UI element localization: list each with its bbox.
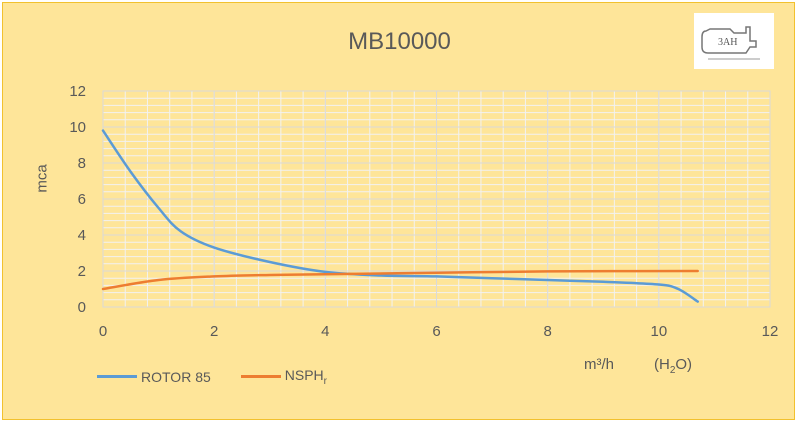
svg-text:6: 6	[432, 323, 440, 340]
svg-text:10: 10	[650, 323, 667, 340]
legend-label: NSPHr	[284, 367, 328, 387]
company-logo: 3AH	[694, 13, 774, 69]
series-line	[101, 129, 699, 303]
legend: ROTOR 85 NSPHr	[97, 367, 357, 387]
svg-text:2: 2	[210, 323, 218, 340]
legend-item-nsphr: NSPHr	[240, 367, 328, 387]
svg-text:6: 6	[78, 191, 86, 208]
x-axis-unit: m³/h	[584, 356, 614, 373]
svg-text:8: 8	[543, 323, 551, 340]
svg-text:8: 8	[78, 155, 86, 172]
svg-text:2: 2	[78, 263, 86, 280]
pump-logo-icon: 3AH	[701, 26, 760, 60]
svg-text:4: 4	[321, 323, 329, 340]
svg-text:12: 12	[69, 83, 86, 100]
legend-item-rotor85: ROTOR 85	[97, 369, 211, 385]
svg-text:10: 10	[69, 119, 86, 136]
svg-text:12: 12	[762, 323, 779, 340]
logo-text: 3AH	[718, 37, 737, 48]
chart-title: MB10000	[348, 28, 451, 55]
x-axis-medium: (H2O)	[654, 356, 693, 376]
legend-label: ROTOR 85	[141, 368, 211, 385]
svg-text:4: 4	[78, 227, 86, 244]
legend-swatch-orange	[240, 375, 281, 379]
svg-text:0: 0	[78, 299, 86, 316]
legend-swatch-blue	[97, 375, 137, 379]
chart-area	[2, 2, 795, 420]
svg-text:0: 0	[99, 323, 107, 340]
series-line	[101, 269, 699, 291]
